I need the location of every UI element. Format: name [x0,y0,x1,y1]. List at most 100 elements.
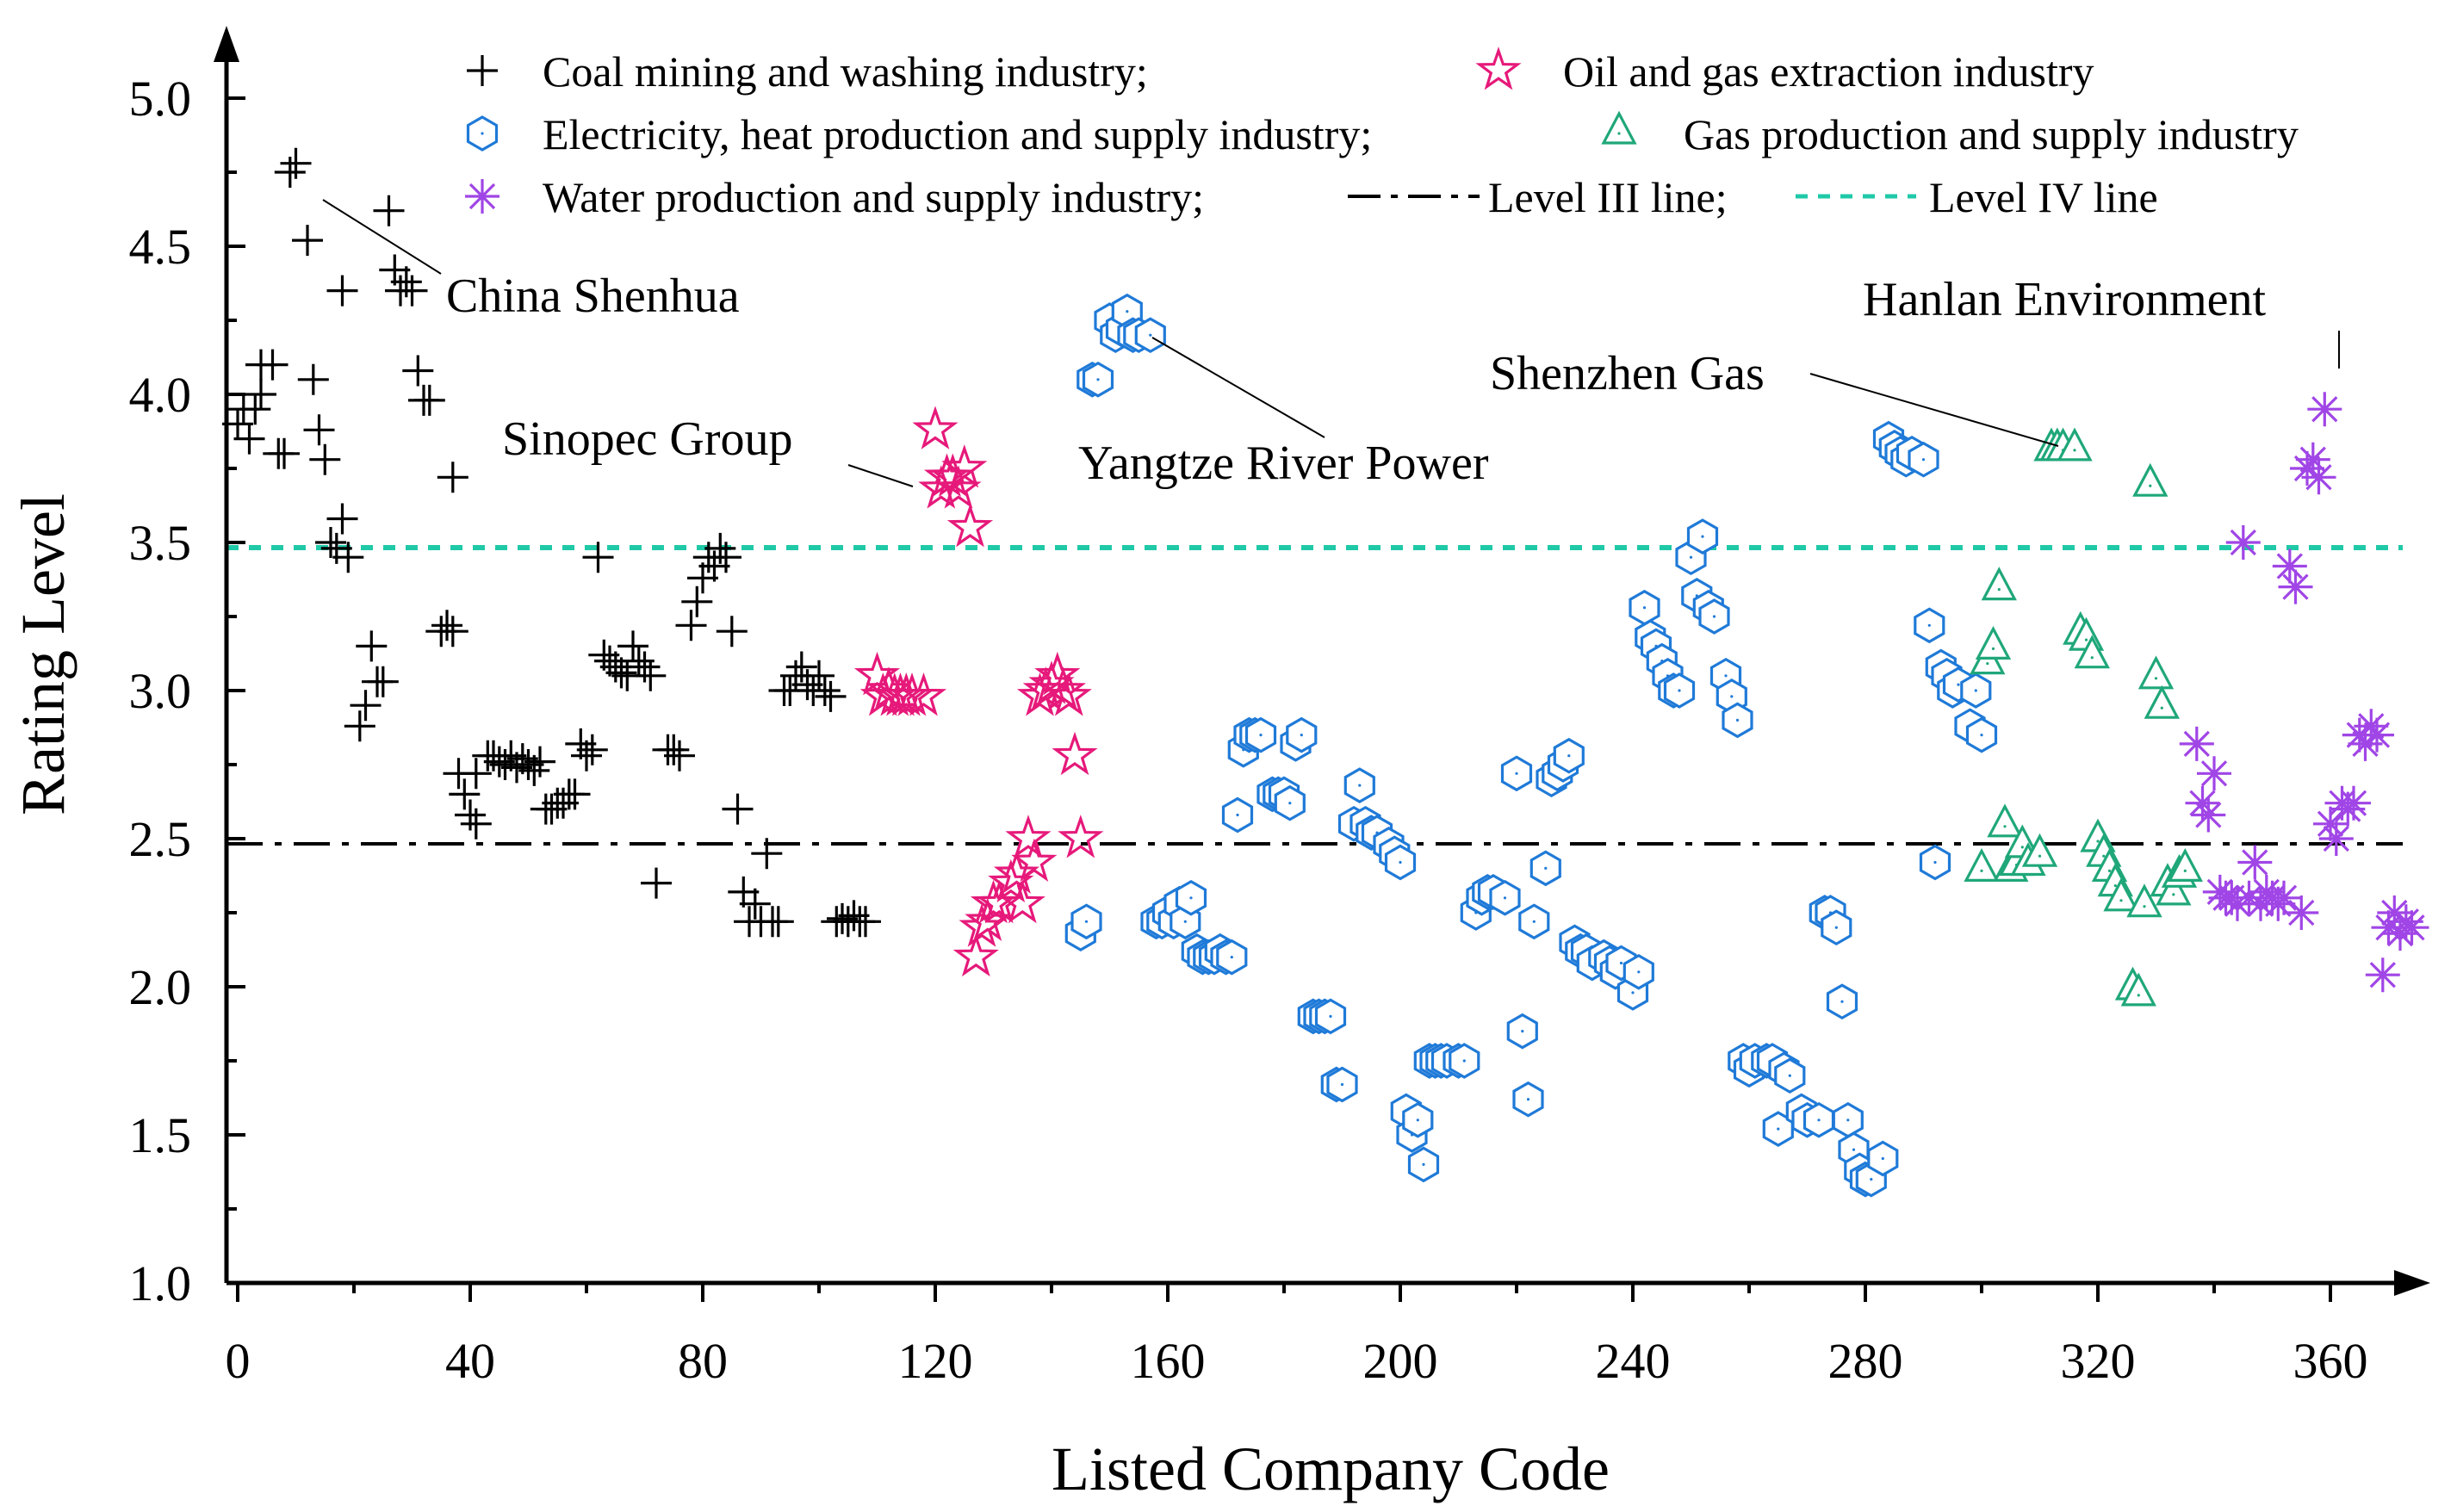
coal-point [278,146,313,181]
gas-point [2133,464,2168,497]
water-point [2335,784,2373,822]
coal-point [371,194,406,228]
water-point [2317,820,2355,858]
coal-point [244,377,278,412]
y-tick-label: 5.0 [129,71,192,127]
y-tick-label: 1.5 [129,1107,192,1163]
legend-elec-label: Electricity, heat production and supply … [543,110,1372,158]
elec-point [1629,590,1660,626]
annotation-leader [322,199,442,275]
coal-point [290,223,325,257]
coal-point [656,733,691,767]
water-point [2305,390,2343,428]
x-axis-title: Listed Company Code [1052,1435,1610,1503]
elec-point [1832,1102,1864,1138]
coal-point [296,363,331,397]
legend-elec-marker [466,115,499,152]
elec-point [1663,672,1696,709]
legend-water-marker [463,177,501,215]
elec-point [1244,716,1277,753]
coal-point [761,904,796,939]
coal-point [639,865,673,901]
coal-point [325,274,360,308]
water-point [2236,843,2274,882]
elec-point [1175,880,1207,916]
elec-point [1343,767,1375,803]
elec-point [1908,442,1939,478]
elec-point [1506,1013,1538,1050]
legend-oil-label: Oil and gas extraction industry [1563,47,2094,96]
x-tick-label: 320 [2061,1333,2136,1389]
elec-point [1286,716,1318,753]
elec-point [1314,998,1347,1035]
annotation-sinopec: Sinopec Group [502,412,793,466]
elec-point [1274,785,1306,821]
water-point [2195,754,2233,792]
water-point [2276,567,2315,606]
elec-point [1867,1140,1899,1177]
y-tick-labels: 1.0 1.5 2.0 2.5 3.0 3.5 4.0 4.5 5.0 [129,71,192,1311]
elec-point [1698,598,1730,635]
elec-point [1965,716,1998,753]
x-tick-label: 200 [1363,1333,1438,1389]
water-point [2352,707,2390,745]
oil-point [949,506,991,545]
y-tick-label: 3.0 [129,663,192,719]
water-point [2265,879,2303,917]
gas-point [1982,567,2016,601]
y-tick-label: 4.5 [129,219,192,275]
legend-oil-marker [1478,49,1519,89]
coal-point [436,460,470,494]
water-point [2224,524,2262,561]
elec-point [1553,738,1585,774]
legend-level3-label: Level III line; [1488,173,1728,221]
annotation-shenzhen-gas: Shenzhen Gas [1490,347,1765,400]
coal-point [273,155,307,189]
oil-point [1014,840,1055,880]
elec-point [1686,518,1719,555]
y-tick-label: 2.5 [129,811,192,867]
elec-point [1216,939,1248,976]
elec-point [1512,1081,1544,1118]
legend-water-label: Water production and supply industry; [543,173,1204,221]
x-tick-label: 280 [1828,1333,1903,1389]
x-tick-label: 240 [1596,1333,1671,1389]
elec-point [1826,983,1858,1019]
coal-point [400,353,435,388]
coal-point [673,608,709,642]
coal-point [366,665,400,699]
gas-point [1964,849,1999,883]
x-tick-label: 120 [898,1333,973,1389]
y-tick-label: 4.0 [129,367,192,423]
oil-point [915,408,956,448]
water-point [2358,716,2396,754]
annotation-leader [847,464,914,487]
water-point [2189,796,2227,834]
x-axis-arrow [2394,1270,2430,1296]
x-tick-labels: 0 40 80 120 160 200 240 280 320 360 [226,1333,2368,1389]
oil-point [1008,817,1049,857]
elec-point [1722,702,1753,739]
elec-point [1914,607,1945,643]
elec-point [1500,755,1533,791]
elec-point [1489,880,1521,916]
x-tick-label: 80 [678,1333,728,1389]
coal-point [267,437,301,471]
water-point [2364,956,2402,994]
gas-point [1976,627,2011,660]
elec-point [1449,1043,1480,1079]
annotation-leader [1151,337,1325,438]
elec-point [1919,844,1951,881]
legend-coal-label: Coal mining and washing industry; [543,47,1148,96]
annotation-china-shenhua: China Shenhua [446,270,740,323]
oil-point [955,935,996,975]
elec-point [1384,844,1417,881]
annotation-hanlan: Hanlan Environment [1863,273,2267,326]
legend-gas-label: Gas production and supply industry [1684,110,2299,158]
elec-point [1529,850,1561,887]
water-point [2299,458,2338,496]
y-tick-label: 2.0 [129,959,192,1015]
water-point [2271,547,2309,586]
coal-point [715,614,749,648]
